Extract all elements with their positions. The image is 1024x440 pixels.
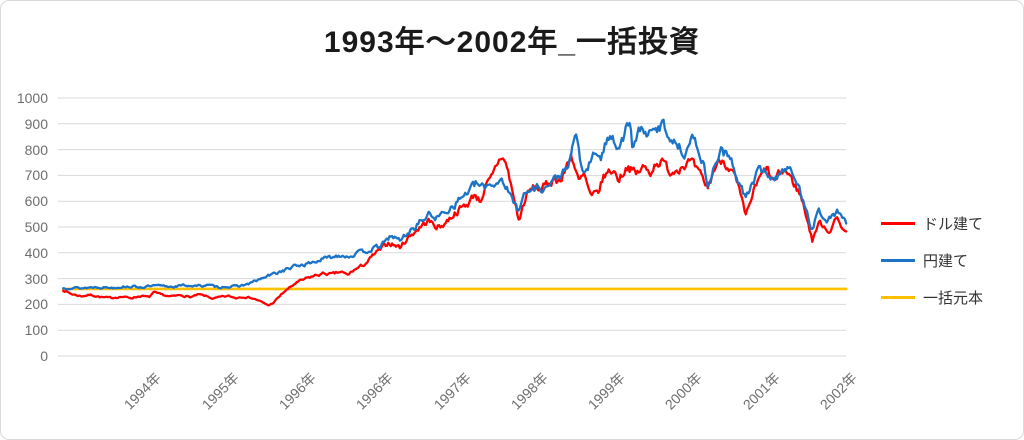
y-axis-tick-label: 200 xyxy=(24,296,48,313)
legend: ドル建て円建て一括元本 xyxy=(881,205,983,316)
y-axis-tick-label: 1000 xyxy=(16,90,48,106)
y-axis-tick-label: 400 xyxy=(24,244,48,261)
y-axis-tick-label: 800 xyxy=(24,141,48,158)
series-line-yen xyxy=(62,118,848,291)
chart-title: 1993年～2002年_一括投資 xyxy=(323,26,701,59)
y-axis-tick-label: 900 xyxy=(24,115,48,132)
legend-item: ドル建て xyxy=(881,205,983,242)
legend-line-swatch-icon xyxy=(881,296,915,299)
y-axis-tick-label: 100 xyxy=(24,322,48,339)
y-axis-tick-label: 700 xyxy=(24,167,48,184)
y-axis-tick-label: 0 xyxy=(40,348,48,364)
legend-label: 円建て xyxy=(923,253,969,270)
legend-label: 一括元本 xyxy=(923,290,984,307)
legend-line-swatch-icon xyxy=(881,259,915,262)
y-axis-tick-label: 600 xyxy=(24,193,48,210)
series-line-dollar xyxy=(62,152,848,307)
legend-label: ドル建て xyxy=(923,216,984,233)
legend-item: 円建て xyxy=(881,242,983,279)
y-axis-tick-label: 300 xyxy=(24,270,48,287)
y-axis-tick-label: 500 xyxy=(24,219,48,235)
legend-item: 一括元本 xyxy=(881,279,983,316)
legend-line-swatch-icon xyxy=(881,222,915,225)
